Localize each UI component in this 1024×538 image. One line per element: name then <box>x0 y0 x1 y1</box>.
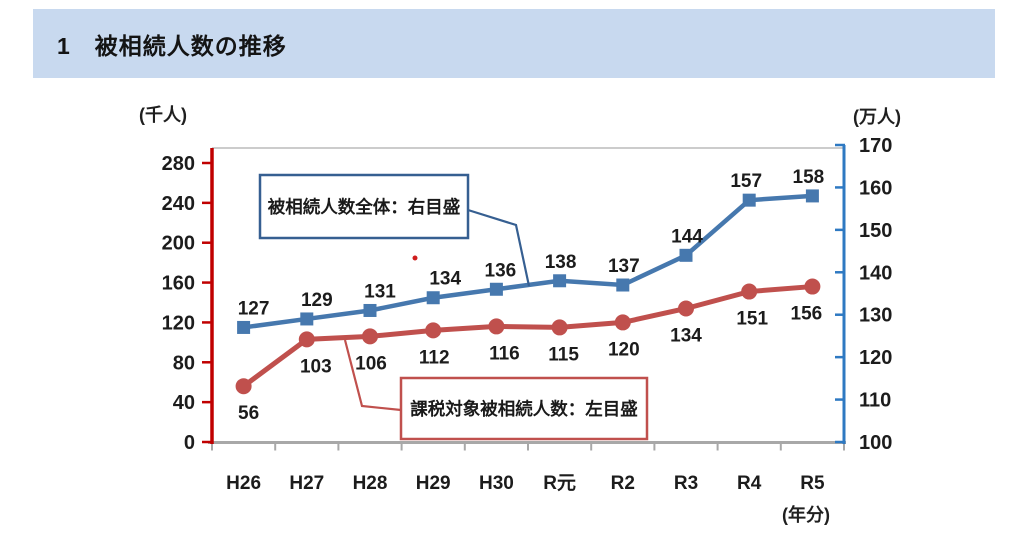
data-label-total: 157 <box>730 171 762 192</box>
left-axis-tick-label: 160 <box>162 273 195 295</box>
right-axis-tick-label: 160 <box>859 177 892 199</box>
right-axis-tick-label: 120 <box>859 347 892 369</box>
callout-total-label: 被相続人数全体：右目盛 <box>268 197 461 217</box>
data-label-total: 137 <box>608 256 640 277</box>
marker-square-total <box>363 303 377 317</box>
marker-square-total <box>237 320 251 334</box>
data-label-taxable: 112 <box>419 347 450 368</box>
x-axis-tick-label: R4 <box>737 473 762 494</box>
x-axis-unit: (年分) <box>782 504 830 525</box>
marker-circle-taxable <box>551 319 568 336</box>
x-axis-tick-label: H30 <box>479 473 514 494</box>
series-line-taxable <box>242 284 813 389</box>
marker-square-total <box>300 312 314 326</box>
marker-square-total <box>679 248 693 262</box>
data-label-total: 136 <box>485 260 517 281</box>
left-axis-tick-label: 280 <box>162 153 195 175</box>
callout-total-box <box>258 173 470 240</box>
callout-taxable-label: 課税対象被相続人数：左目盛 <box>410 399 638 419</box>
right-axis-tick-label: 170 <box>859 135 892 157</box>
marker-circle-taxable <box>235 378 252 395</box>
data-label-total: 138 <box>545 252 577 273</box>
data-label-taxable: 103 <box>300 356 332 377</box>
marker-square-total <box>805 189 819 203</box>
left-axis-tick-label: 200 <box>162 233 195 255</box>
marker-circle-taxable <box>678 300 694 317</box>
marker-circle-taxable <box>804 278 821 295</box>
data-label-total: 131 <box>364 281 396 302</box>
marker-circle-taxable <box>425 322 442 339</box>
marker-square-total <box>426 291 440 305</box>
x-axis-tick-label: R2 <box>611 473 635 494</box>
right-axis-unit: (万人) <box>853 107 901 127</box>
x-axis-tick-label: R5 <box>800 473 825 494</box>
data-label-total: 158 <box>793 167 825 188</box>
data-label-taxable: 134 <box>670 325 702 346</box>
data-label-taxable: 120 <box>608 339 640 360</box>
right-axis-tick-label: 130 <box>859 305 892 327</box>
marker-circle-taxable <box>362 328 378 345</box>
left-axis-tick-label: 40 <box>173 392 195 414</box>
left-axis-tick-label: 120 <box>162 312 195 334</box>
x-axis-tick-label: H29 <box>416 473 451 494</box>
data-label-taxable: 106 <box>355 353 387 374</box>
data-label-taxable: 116 <box>489 343 520 364</box>
marker-square-total <box>553 274 567 288</box>
x-axis-tick-label: R元 <box>543 473 576 494</box>
section-title: 1 被相続人数の推移 <box>57 32 287 59</box>
section-header: 1 被相続人数の推移 <box>33 9 995 78</box>
left-axis-tick-label: 0 <box>184 432 195 454</box>
data-label-taxable: 56 <box>238 403 259 424</box>
callout-taxable-box <box>399 376 649 441</box>
data-label-total: 134 <box>429 269 461 290</box>
right-axis-tick-label: 140 <box>859 262 892 284</box>
right-axis-tick-label: 100 <box>859 432 892 454</box>
callout-total-leader <box>467 208 531 287</box>
x-axis-tick-label: H27 <box>289 473 324 494</box>
data-label-taxable: 115 <box>548 344 579 365</box>
data-label-total: 127 <box>238 298 270 319</box>
left-axis-tick-label: 240 <box>162 193 195 215</box>
left-axis-unit: (千人) <box>139 105 187 125</box>
data-label-taxable: 156 <box>791 304 823 325</box>
marker-circle-taxable <box>488 318 505 335</box>
right-axis-tick-label: 110 <box>859 390 891 412</box>
data-label-total: 129 <box>301 290 333 311</box>
x-axis-tick-label: H26 <box>226 473 261 494</box>
marker-circle-taxable <box>614 314 631 331</box>
x-axis-tick-label: R3 <box>674 473 698 494</box>
marker-circle-taxable <box>298 331 315 348</box>
right-axis-tick-label: 150 <box>859 220 892 242</box>
marker-square-total <box>742 193 756 207</box>
x-axis-tick-label: H28 <box>353 473 388 494</box>
stray-red-dot <box>412 255 418 261</box>
marker-square-total <box>616 278 630 292</box>
marker-square-total <box>489 282 503 296</box>
callout-taxable-leader <box>343 339 402 412</box>
plot-area: H26 H27 H28 H29 H30 R元 R2 R3 R4 R5 0 40 80 120 160 200 2… <box>162 135 893 494</box>
data-label-total: 144 <box>671 226 703 247</box>
marker-circle-taxable <box>741 283 758 300</box>
data-label-taxable: 151 <box>736 309 768 330</box>
left-axis-tick-label: 80 <box>173 352 195 374</box>
